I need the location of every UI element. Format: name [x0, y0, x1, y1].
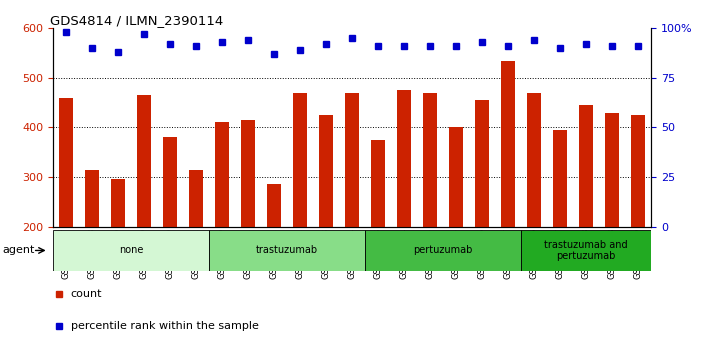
Bar: [475, 100, 489, 227]
Bar: [501, 61, 515, 227]
Bar: [189, 170, 203, 227]
Bar: [241, 120, 255, 227]
Text: GDS4814 / ILMN_2390114: GDS4814 / ILMN_2390114: [50, 14, 223, 27]
Text: percentile rank within the sample: percentile rank within the sample: [70, 321, 258, 331]
Bar: [423, 93, 437, 227]
Bar: [267, 184, 281, 227]
Bar: [53, 230, 209, 271]
Text: trastuzumab and
pertuzumab: trastuzumab and pertuzumab: [544, 240, 628, 261]
Bar: [631, 115, 646, 227]
Bar: [293, 93, 307, 227]
Text: trastuzumab: trastuzumab: [256, 245, 318, 256]
Bar: [365, 230, 521, 271]
Bar: [319, 115, 333, 227]
Bar: [215, 122, 229, 227]
Text: agent: agent: [3, 245, 35, 256]
Bar: [163, 137, 177, 227]
Bar: [521, 230, 651, 271]
Bar: [553, 130, 567, 227]
Bar: [209, 230, 365, 271]
Text: count: count: [70, 289, 102, 299]
Bar: [58, 98, 73, 227]
Text: pertuzumab: pertuzumab: [413, 245, 473, 256]
Bar: [397, 90, 411, 227]
Bar: [449, 127, 463, 227]
Bar: [111, 179, 125, 227]
Bar: [84, 170, 99, 227]
Text: none: none: [119, 245, 143, 256]
Bar: [605, 113, 620, 227]
Bar: [527, 93, 541, 227]
Bar: [371, 140, 385, 227]
Bar: [579, 105, 593, 227]
Bar: [345, 93, 359, 227]
Bar: [137, 95, 151, 227]
